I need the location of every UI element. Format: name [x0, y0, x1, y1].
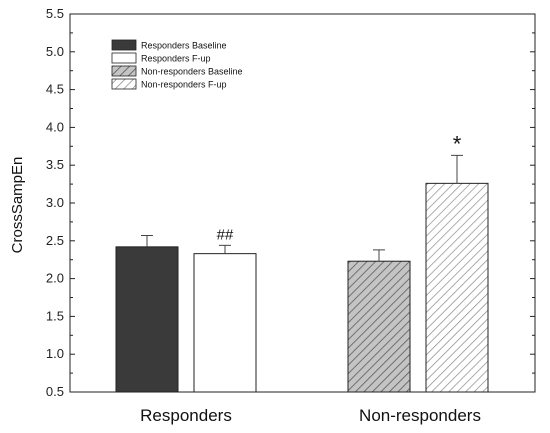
x-category-label: Responders — [140, 406, 232, 425]
y-tick-label: 1.0 — [46, 346, 64, 361]
legend-swatch — [111, 65, 137, 77]
x-category-label: Non-responders — [359, 406, 481, 425]
y-tick-label: 1.5 — [46, 308, 64, 323]
y-tick-label: 0.5 — [46, 384, 64, 399]
legend-swatch — [111, 78, 137, 90]
y-tick-label: 4.5 — [46, 82, 64, 97]
legend-label: Responders F-up — [141, 54, 211, 64]
y-tick-label: 2.5 — [46, 233, 64, 248]
legend-label: Non-responders F-up — [141, 80, 227, 90]
y-tick-label: 5.0 — [46, 44, 64, 59]
legend: Responders Baseline Responders F-up Non-re… — [111, 39, 243, 90]
legend-label: Non-responders Baseline — [141, 67, 243, 77]
y-tick-label: 3.0 — [46, 195, 64, 210]
y-axis-title: CrossSampEn — [9, 157, 26, 254]
y-tick-label: 2.0 — [46, 271, 64, 286]
y-tick-label: 5.5 — [46, 6, 64, 21]
y-tick-label: 3.5 — [46, 157, 64, 172]
legend-swatch — [111, 52, 137, 64]
bar-2 — [193, 253, 257, 393]
bar-3 — [347, 260, 411, 393]
bar-1 — [115, 246, 179, 393]
legend-label: Responders Baseline — [141, 41, 227, 51]
y-tick-label: 4.0 — [46, 119, 64, 134]
legend-swatch — [111, 39, 137, 51]
significance-marker: * — [453, 131, 462, 156]
bar-4 — [425, 182, 489, 393]
significance-marker: ## — [217, 226, 234, 243]
